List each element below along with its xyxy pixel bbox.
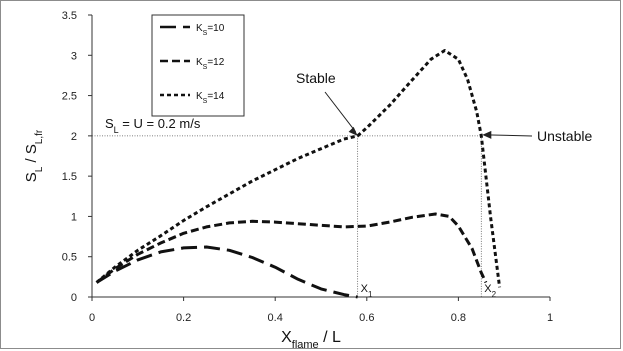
x-tick-label: 0	[89, 312, 95, 324]
x-tick-label: 1	[547, 312, 553, 324]
x-tick-label: 0.8	[451, 312, 466, 324]
stable-annotation: Stable	[296, 70, 336, 86]
series-layer	[95, 49, 502, 299]
series-line-3	[95, 49, 502, 288]
marker-lines: X1 X2	[357, 135, 497, 299]
y-ticks: 0 0.5 1 1.5 2 2.5 3 3.5	[62, 10, 92, 304]
stable-arrowhead	[348, 126, 358, 136]
x-ticks: 0 0.2 0.4 0.6 0.8 1	[89, 297, 553, 324]
y-tick-label: 1	[71, 211, 77, 223]
x-tick-label: 0.2	[176, 312, 191, 324]
y-tick-label: 1.5	[62, 171, 77, 183]
legend: KS=10 KS=12 KS=14	[151, 14, 245, 117]
legend-label: KS=10	[196, 23, 225, 37]
stable-arrow	[324, 91, 357, 133]
series-line-1	[95, 245, 358, 299]
y-tick-label: 0	[71, 292, 77, 304]
series-line-2	[95, 212, 488, 284]
y-axis-title: SL / SL,fr	[23, 129, 45, 182]
y-tick-label: 3	[71, 50, 77, 62]
y-tick-label: 3.5	[62, 10, 77, 22]
x-axis-title: Xflame / L	[281, 329, 341, 351]
marker-label: X1	[361, 283, 373, 299]
legend-box	[151, 14, 245, 117]
y-tick-label: 2.5	[62, 91, 77, 103]
legend-label: KS=12	[196, 57, 225, 71]
x-tick-label: 0.6	[359, 312, 374, 324]
reference-label: SL = U = 0.2 m/s	[105, 116, 201, 135]
unstable-arrowhead	[482, 130, 492, 139]
x-tick-label: 0.4	[268, 312, 283, 324]
unstable-annotation: Unstable	[537, 128, 592, 144]
y-tick-label: 2	[71, 131, 77, 143]
unstable-arrow	[486, 134, 533, 137]
marker-label: X2	[484, 283, 496, 299]
legend-label: KS=14	[196, 91, 225, 105]
y-tick-label: 0.5	[62, 252, 77, 264]
